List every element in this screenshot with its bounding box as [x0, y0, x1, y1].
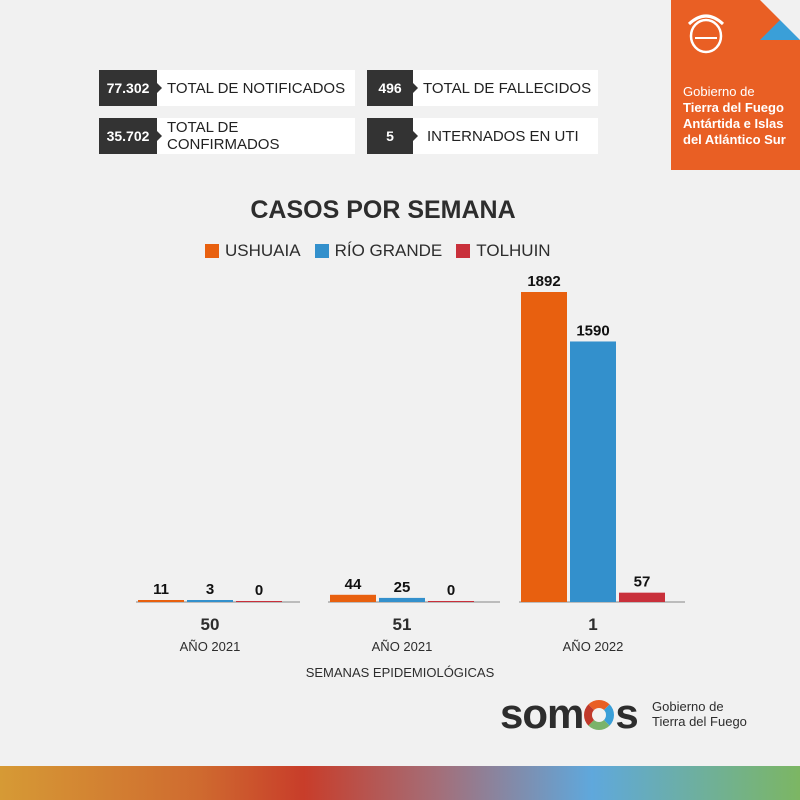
footer-gov-line2: Tierra del Fuego: [652, 714, 747, 729]
bar-chart: 50 AÑO 2021 11 3 0 51 AÑO 2021 44 25 0 1 AÑO 2022 18…: [136, 273, 685, 680]
bar-río-grande: [187, 600, 233, 602]
stat-label: TOTAL DE CONFIRMADOS: [166, 119, 280, 153]
coat-of-arms-icon: [687, 14, 725, 54]
category-label: 51: [393, 615, 412, 634]
gov-line1: Gobierno de: [683, 84, 755, 99]
gov-line3: Antártida e Islas: [683, 116, 784, 131]
chart-title: CASOS POR SEMANA: [250, 196, 516, 224]
legend-swatch: [205, 244, 219, 258]
legend-swatch: [314, 244, 329, 258]
stat-uti: 5 INTERNADOS EN UTI: [367, 118, 598, 154]
category-label: 50: [201, 615, 220, 634]
stat-fallecidos: 496 TOTAL DE FALLECIDOS: [367, 70, 598, 106]
category-year-label: AÑO 2021: [180, 639, 241, 654]
somos-ring-icon: [584, 700, 615, 730]
stat-label: INTERNADOS EN UTI: [427, 127, 579, 145]
data-label: 11: [153, 581, 169, 598]
stat-value: 5: [367, 118, 418, 154]
legend-label: TOLHUIN: [476, 241, 551, 260]
x-axis-title: SEMANAS EPIDEMIOLÓGICAS: [306, 665, 495, 680]
gov-line4: del Atlántico Sur: [683, 132, 786, 147]
bar-tolhuin: [236, 601, 282, 602]
bar-tolhuin: [428, 601, 474, 602]
stat-value: 35.702: [99, 118, 162, 154]
gov-line2: Tierra del Fuego: [683, 100, 784, 115]
data-label: 44: [345, 576, 362, 593]
category-year-label: AÑO 2022: [563, 639, 624, 654]
category-year-label: AÑO 2021: [372, 639, 433, 654]
data-label: 0: [255, 582, 263, 599]
gradient-footer-bar: [0, 766, 800, 800]
stat-label: TOTAL DE FALLECIDOS: [423, 79, 592, 97]
footer-gov-line1: Gobierno de: [652, 699, 724, 714]
stat-confirmados: 35.702 TOTAL DE CONFIRMADOS: [99, 118, 355, 154]
bar-ushuaia: [138, 600, 184, 602]
chart-legend: USHUAIA RÍO GRANDE TOLHUIN: [205, 241, 551, 261]
stat-label: TOTAL DE NOTIFICADOS: [167, 79, 346, 97]
data-label: 3: [206, 581, 214, 598]
data-label: 57: [634, 574, 651, 591]
stat-notificados: 77.302 TOTAL DE NOTIFICADOS: [99, 70, 355, 106]
data-label: 1590: [576, 322, 609, 339]
legend-tolhuin: TOLHUIN: [456, 241, 551, 261]
legend-label: RÍO GRANDE: [334, 241, 443, 260]
bar-río-grande: [379, 597, 425, 602]
category-label: 1: [588, 615, 597, 634]
somos-logo: som s: [500, 690, 639, 737]
legend-rio-grande: RÍO GRANDE: [314, 241, 443, 261]
bar-ushuaia: [330, 594, 376, 602]
footer-gov: Gobierno de Tierra del Fuego: [652, 699, 747, 729]
bar-tolhuin: [619, 592, 665, 602]
data-label: 0: [447, 582, 455, 599]
legend-ushuaia: USHUAIA: [205, 241, 301, 261]
bar-río-grande: [570, 341, 616, 602]
stat-value: 77.302: [99, 70, 162, 106]
legend-label: USHUAIA: [225, 241, 301, 260]
legend-swatch: [456, 244, 471, 258]
bar-ushuaia: [521, 292, 567, 602]
stat-value: 496: [367, 70, 418, 106]
data-label: 25: [394, 579, 411, 596]
data-label: 1892: [527, 273, 560, 290]
government-badge: Gobierno de Tierra del Fuego Antártida e I…: [671, 0, 800, 170]
corner-fold-cut: [760, 0, 800, 40]
